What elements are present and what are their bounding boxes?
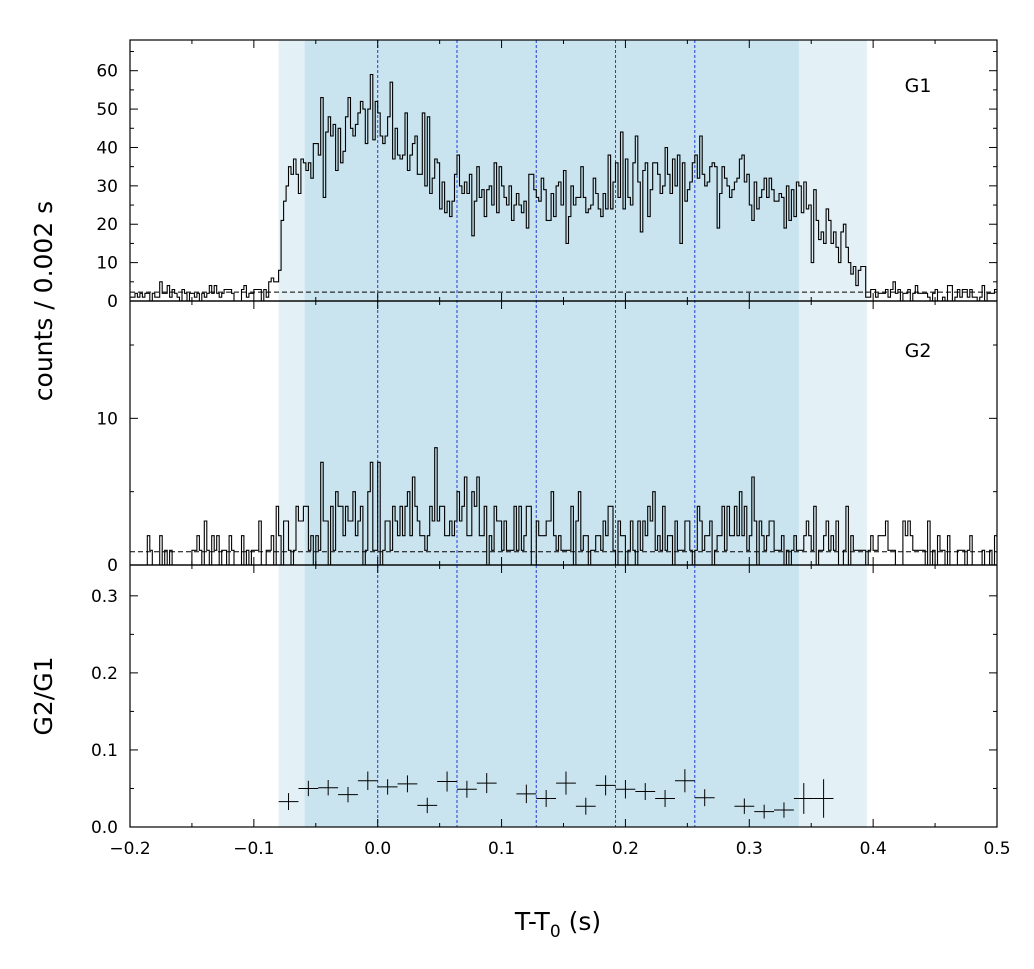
x-axis-title: T-T0 (s) [514, 907, 601, 942]
y-axis-title-counts: counts / 0.002 s [29, 201, 58, 401]
x-tick-label: −0.1 [233, 839, 274, 859]
y-tick-label: 20 [96, 215, 118, 235]
y-tick-label: 50 [96, 100, 118, 120]
ratio-point [655, 790, 675, 807]
y-tick-label: 40 [96, 138, 118, 158]
y-tick-label: 10 [96, 254, 118, 274]
ratio-point [377, 779, 398, 795]
y-tick-label: 0 [107, 292, 118, 312]
ratio-point [813, 779, 834, 818]
panel-label-g1: G1 [905, 75, 932, 97]
ratio-point [516, 784, 537, 804]
x-tick-label: 0.3 [736, 839, 763, 859]
ratio-point [774, 802, 794, 818]
y-tick-label: 0.0 [91, 818, 118, 838]
ratio-point [674, 769, 695, 793]
ratio-point [793, 783, 814, 814]
y-tick-label: 0 [107, 556, 118, 576]
ratio-point [318, 779, 339, 796]
ratio-point [357, 771, 378, 791]
x-tick-label: −0.2 [109, 839, 150, 859]
ratio-point [754, 804, 775, 819]
x-tick-label: 0.0 [364, 839, 391, 859]
ratio-point [595, 775, 616, 796]
y-tick-label: 0.3 [91, 587, 118, 607]
axis-text: 0 10 20 30 40 50 60 0 10 0.0 0.1 0.2 0.3 −0.2 −0.1 0.0 0… [29, 62, 1011, 942]
ratio-point [338, 786, 358, 803]
ratio-point [278, 793, 299, 811]
y-tick-label: 60 [96, 62, 118, 82]
light-curve-g1 [130, 73, 997, 302]
ratio-point [397, 775, 418, 793]
x-tick-label: 0.1 [488, 839, 515, 859]
axes [129, 39, 998, 828]
y-axis-title-ratio: G2/G1 [29, 657, 58, 736]
ratio-point [556, 771, 576, 795]
ratio-point [635, 783, 656, 801]
ratio-point [417, 797, 438, 814]
interval-shading [278, 40, 867, 827]
y-tick-label: 0.2 [91, 664, 118, 684]
ratio-point [476, 773, 497, 794]
ratio-point [694, 789, 715, 807]
ratio-point [615, 779, 636, 799]
ratio-point [298, 780, 319, 797]
ratio-point [456, 780, 477, 798]
x-tick-label: 0.4 [860, 839, 887, 859]
y-tick-label: 30 [96, 177, 118, 197]
ratio-point [437, 771, 457, 792]
y-tick-label: 10 [96, 409, 118, 429]
ratio-point [536, 790, 557, 807]
x-tick-label: 0.5 [983, 839, 1010, 859]
panel-label-g2: G2 [905, 340, 932, 362]
ratio-point [575, 797, 596, 815]
x-tick-label: 0.2 [612, 839, 639, 859]
y-tick-label: 0.1 [91, 741, 118, 761]
ratio-point [734, 798, 755, 814]
inner-interval-band [304, 40, 799, 827]
